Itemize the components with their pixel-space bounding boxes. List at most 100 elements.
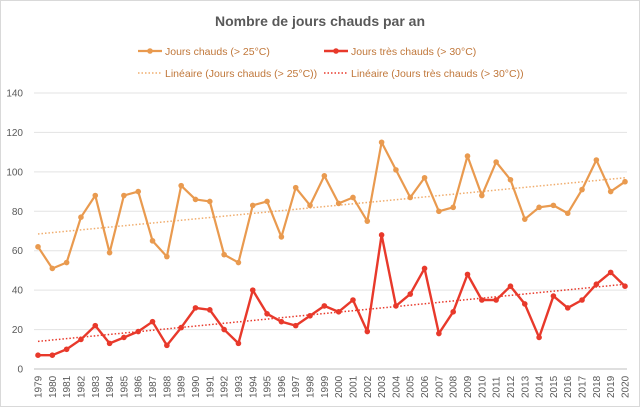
legend-label-trend-jours-chauds: Linéaire (Jours chauds (> 25°C)) [165, 68, 317, 80]
x-tick-label: 1996 [277, 375, 288, 398]
legend-label-trend-jours-tres-chauds: Linéaire (Jours très chauds (> 30°C)) [351, 68, 524, 80]
y-tick-label: 140 [6, 89, 23, 100]
x-tick-label: 1983 [91, 375, 102, 398]
data-point [450, 309, 456, 315]
x-tick-label: 1993 [234, 375, 245, 398]
y-tick-label: 120 [6, 128, 23, 139]
legend-item-jours-chauds: Jours chauds (> 25°C) [138, 46, 270, 58]
data-point [235, 259, 242, 266]
data-point [622, 283, 628, 290]
gridlines [34, 92, 627, 370]
data-point [92, 192, 99, 199]
data-point [249, 202, 256, 209]
data-point [350, 297, 356, 303]
data-point [364, 328, 371, 335]
data-point [121, 192, 127, 199]
data-point [335, 309, 342, 315]
x-tick-label: 2007 [434, 375, 445, 398]
legend-marker-jours-chauds [147, 48, 153, 54]
data-point [35, 352, 41, 359]
data-point [49, 352, 56, 359]
x-tick-label: 2013 [520, 375, 531, 398]
data-point [364, 218, 371, 224]
y-tick-label: 80 [12, 207, 24, 218]
x-tick-label: 2009 [463, 375, 474, 398]
legend-item-trend-jours-chauds: Linéaire (Jours chauds (> 25°C)) [138, 68, 317, 80]
data-point [278, 318, 285, 325]
data-point [307, 312, 313, 319]
data-point [207, 198, 213, 205]
y-tick-label: 100 [6, 167, 23, 178]
data-point [607, 269, 614, 276]
data-point [192, 305, 199, 311]
x-tick-label: 1992 [220, 375, 231, 398]
data-point [207, 307, 213, 313]
x-tick-label: 1982 [76, 375, 87, 398]
data-point [63, 259, 70, 266]
data-point [307, 202, 313, 209]
data-point [264, 311, 270, 317]
data-point [464, 153, 471, 159]
y-tick-label: 20 [12, 325, 24, 336]
data-point [393, 303, 399, 309]
data-point [536, 334, 542, 341]
x-tick-label: 2014 [535, 375, 546, 398]
data-point [221, 251, 227, 258]
x-tick-label: 2001 [348, 375, 359, 398]
data-point [292, 184, 299, 191]
data-point [278, 234, 285, 240]
x-tick-label: 1988 [162, 375, 173, 398]
x-tick-label: 1986 [134, 375, 145, 398]
y-tick-label: 60 [12, 246, 24, 257]
data-point [264, 198, 270, 205]
data-point [521, 216, 528, 222]
legend-item-jours-tres-chauds: Jours très chauds (> 30°C) [324, 46, 476, 58]
y-axis: 0 20 40 60 80 100 120 140 [6, 89, 23, 376]
data-point [421, 265, 428, 272]
x-tick-label: 1984 [105, 375, 116, 398]
x-tick-label: 2017 [578, 375, 589, 398]
data-point [149, 238, 156, 244]
data-point [436, 330, 442, 337]
trendlines [37, 177, 626, 343]
data-point [178, 182, 184, 189]
data-point [378, 139, 385, 146]
data-point [407, 194, 414, 201]
x-tick-label: 2000 [334, 375, 345, 398]
data-point [106, 249, 113, 256]
x-tick-label: 2019 [606, 375, 617, 398]
x-tick-label: 1998 [306, 375, 317, 398]
legend-item-trend-jours-tres-chauds: Linéaire (Jours très chauds (> 30°C)) [324, 68, 524, 80]
x-tick-label: 2005 [406, 375, 417, 398]
data-point [550, 202, 557, 209]
data-point [63, 346, 70, 353]
data-point [493, 297, 499, 303]
data-point [249, 287, 256, 293]
x-tick-label: 1991 [205, 375, 216, 398]
data-point [92, 322, 99, 329]
x-tick-label: 2010 [477, 375, 488, 398]
legend-label-jours-chauds: Jours chauds (> 25°C) [165, 46, 270, 58]
chart-title: Nombre de jours chauds par an [215, 13, 425, 29]
data-point [550, 293, 557, 299]
data-point [321, 173, 328, 179]
series-lines [35, 139, 628, 359]
data-point [135, 188, 142, 195]
data-point [78, 336, 84, 343]
y-tick-label: 0 [17, 365, 23, 376]
x-tick-label: 1990 [191, 375, 202, 398]
data-point [78, 214, 84, 220]
data-point [436, 208, 442, 215]
data-point [335, 200, 342, 207]
data-point [507, 176, 514, 183]
data-point [479, 297, 485, 303]
data-point [192, 196, 199, 203]
x-tick-label: 1989 [177, 375, 188, 398]
data-point [479, 192, 485, 199]
x-axis: 1979 1980 1981 1982 1983 1984 1985 1986 1987 1988… [34, 375, 632, 398]
x-tick-label: 2008 [449, 375, 460, 398]
x-tick-label: 1979 [34, 375, 45, 398]
x-tick-label: 1994 [248, 375, 259, 398]
x-tick-label: 1999 [320, 375, 331, 398]
x-tick-label: 2002 [363, 375, 374, 398]
